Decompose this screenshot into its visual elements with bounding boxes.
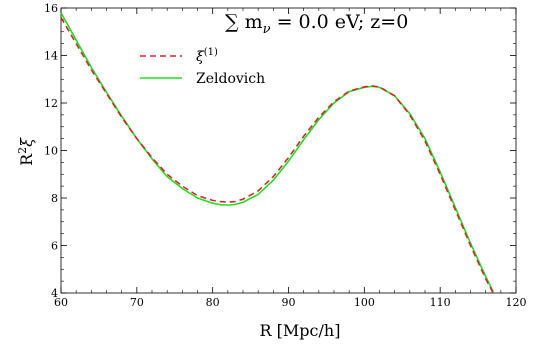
y-axis-label-greek: ξ (17, 137, 36, 147)
x-tick-label: 100 (354, 296, 375, 309)
y-tick-label: 6 (51, 240, 58, 253)
x-tick-label: 80 (206, 296, 220, 309)
legend: ξ(1) Zeldovich (140, 47, 265, 87)
legend-label-xi1-name: ξ (196, 49, 205, 65)
x-tick-label: 120 (506, 296, 527, 309)
plot-frame (60, 7, 517, 294)
x-tick-label: 110 (430, 296, 451, 309)
series-line-xi1 (60, 17, 494, 294)
chart-title-sub: ν (263, 22, 271, 37)
legend-label-xi1: ξ(1) (196, 47, 218, 65)
legend-label-zeldovich: Zeldovich (196, 71, 265, 87)
y-axis-label: R2ξ (16, 137, 36, 166)
chart-title-rest: = 0.0 eV; z=0 (271, 11, 409, 33)
x-tick-label: 70 (130, 296, 144, 309)
y-tick-label: 14 (44, 50, 58, 63)
series-group (60, 12, 494, 294)
x-axis-label: R [Mpc/h] (260, 321, 341, 340)
x-tick-label: 90 (282, 296, 296, 309)
axis-tick-labels: 60 70 80 90 100 110 120 4 6 8 10 12 14 16 (44, 2, 527, 309)
y-tick-label: 8 (51, 192, 58, 205)
series-line-zeldovich (60, 12, 494, 293)
x-tick-label: 60 (54, 296, 68, 309)
y-axis-label-base: R (17, 153, 36, 166)
axis-ticks (60, 7, 517, 294)
y-tick-label: 12 (44, 97, 58, 110)
y-tick-label: 10 (44, 145, 58, 158)
chart-title-main: ∑ m (225, 11, 263, 33)
legend-label-xi1-sup: (1) (204, 47, 218, 58)
y-tick-label: 16 (44, 2, 58, 15)
y-tick-label: 4 (51, 287, 58, 300)
y-axis-label-sup: 2 (16, 147, 29, 154)
chart-title: ∑ mν = 0.0 eV; z=0 (225, 11, 408, 37)
